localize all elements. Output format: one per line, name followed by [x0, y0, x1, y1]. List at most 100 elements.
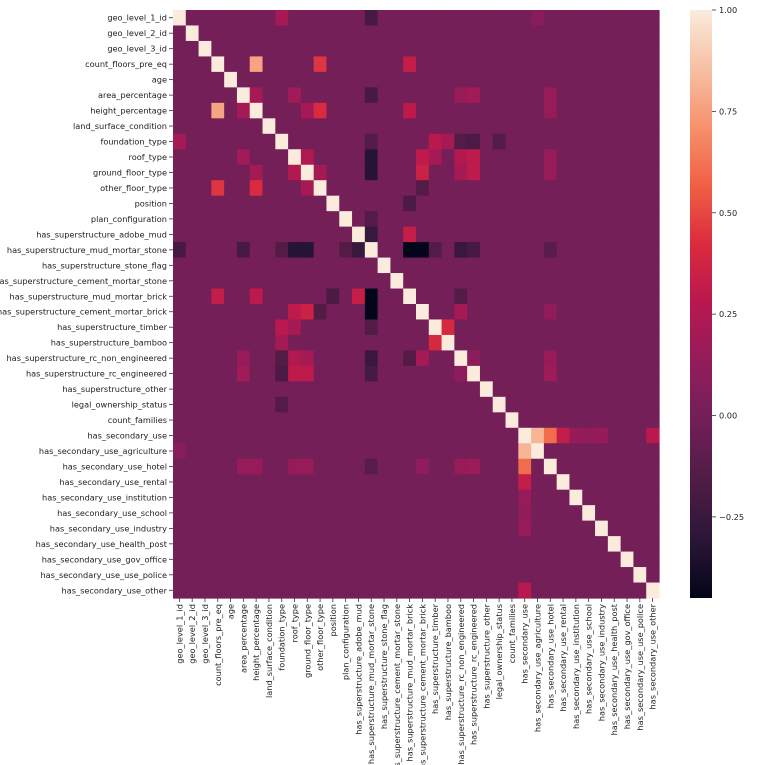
- heatmap-cell: [556, 365, 571, 382]
- y-tick-label: has_superstructure_bamboo: [51, 338, 167, 348]
- heatmap-cell: [582, 211, 596, 228]
- heatmap-cell: [236, 56, 251, 73]
- heatmap-cell: [556, 520, 571, 537]
- heatmap-cell: [262, 567, 276, 584]
- heatmap-cell: [300, 102, 315, 119]
- heatmap-cell: [352, 304, 366, 321]
- heatmap-cell: [543, 582, 558, 599]
- heatmap-cell: [582, 149, 596, 166]
- heatmap-cell: [236, 211, 251, 228]
- y-tick-label: has_secondary_use_use_police: [40, 570, 167, 580]
- heatmap-cell: [620, 350, 635, 367]
- heatmap-cell: [492, 365, 507, 382]
- heatmap-cell: [236, 288, 251, 305]
- heatmap-cell: [339, 56, 353, 73]
- x-tick-label: roof_type: [290, 604, 300, 642]
- heatmap-cell: [607, 164, 622, 181]
- x-tick-label: legal_ownership_status: [494, 604, 504, 699]
- heatmap-cell: [569, 474, 583, 491]
- heatmap-cell: [403, 567, 417, 584]
- heatmap-cell: [236, 334, 251, 352]
- heatmap-cell: [185, 350, 200, 367]
- heatmap-cell: [595, 273, 609, 290]
- heatmap-cell: [428, 164, 443, 181]
- heatmap-cell: [569, 304, 583, 321]
- heatmap-cell: [390, 87, 404, 104]
- heatmap-cell: [416, 520, 430, 537]
- heatmap-cell: [377, 273, 392, 290]
- heatmap-cell: [531, 381, 545, 398]
- heatmap-cell: [313, 242, 328, 259]
- y-tick-label: has_superstructure_stone_flag: [42, 260, 167, 270]
- heatmap-cell: [633, 443, 647, 460]
- heatmap-cell: [275, 567, 289, 584]
- heatmap-cell: [275, 365, 289, 382]
- heatmap-cell: [377, 458, 392, 475]
- heatmap-cell: [390, 443, 404, 460]
- heatmap-cell: [518, 195, 532, 212]
- heatmap-cell: [236, 242, 251, 259]
- heatmap-cell: [390, 334, 404, 352]
- heatmap-cell: [518, 164, 532, 181]
- heatmap-cell: [646, 211, 660, 228]
- heatmap-cell: [198, 288, 212, 305]
- heatmap-cell: [300, 133, 315, 150]
- heatmap-cell: [454, 319, 468, 336]
- heatmap-cell: [428, 118, 443, 135]
- heatmap-cell: [620, 458, 635, 475]
- heatmap-cell: [390, 536, 404, 553]
- heatmap-cell: [224, 71, 238, 88]
- heatmap-cell: [620, 319, 635, 336]
- heatmap-cell: [607, 396, 622, 413]
- heatmap-cell: [173, 536, 187, 553]
- heatmap-cell: [326, 87, 340, 104]
- heatmap-cell: [479, 412, 494, 429]
- heatmap-cell: [607, 474, 622, 491]
- heatmap-cell: [403, 25, 417, 42]
- heatmap-cell: [505, 474, 519, 491]
- heatmap-cell: [377, 164, 392, 181]
- heatmap-cell: [620, 242, 635, 259]
- heatmap-cell: [364, 334, 379, 352]
- heatmap-cell: [224, 195, 238, 212]
- heatmap-cell: [505, 381, 519, 398]
- heatmap-cell: [275, 133, 289, 150]
- heatmap-cell: [543, 211, 558, 228]
- heatmap-cell: [352, 567, 366, 584]
- heatmap-cell: [198, 56, 212, 73]
- heatmap-cell: [416, 180, 430, 197]
- heatmap-cell: [556, 489, 571, 506]
- heatmap-cell: [620, 71, 635, 88]
- heatmap-cell: [582, 180, 596, 197]
- heatmap-cell: [198, 319, 212, 336]
- x-tick-label: has_superstructure_mud_mortar_stone: [366, 604, 376, 764]
- heatmap-cell: [300, 25, 315, 42]
- heatmap-cell: [646, 195, 660, 212]
- heatmap-cell: [492, 242, 507, 259]
- heatmap-cell: [275, 211, 289, 228]
- heatmap-cell: [595, 567, 609, 584]
- heatmap-cell: [556, 56, 571, 73]
- heatmap-cell: [531, 180, 545, 197]
- heatmap-cell: [185, 443, 200, 460]
- heatmap-cell: [364, 396, 379, 413]
- heatmap-cell: [441, 226, 455, 243]
- x-tick-label: has_superstructure_adobe_mud: [353, 604, 363, 735]
- heatmap-cell: [416, 458, 430, 475]
- heatmap-cell: [479, 180, 494, 197]
- heatmap-cell: [403, 551, 417, 568]
- heatmap-cell: [211, 87, 225, 104]
- heatmap-cell: [479, 381, 494, 398]
- y-tick-label: plan_configuration: [91, 214, 167, 224]
- heatmap-cell: [607, 211, 622, 228]
- heatmap-cell: [185, 56, 200, 73]
- heatmap-cell: [377, 257, 392, 274]
- heatmap-cell: [492, 489, 507, 506]
- heatmap-cell: [262, 304, 276, 321]
- heatmap-cell: [185, 273, 200, 290]
- heatmap-cell: [173, 87, 187, 104]
- heatmap-cell: [492, 56, 507, 73]
- heatmap-cell: [224, 582, 238, 599]
- heatmap-cell: [364, 180, 379, 197]
- heatmap-cell: [300, 118, 315, 135]
